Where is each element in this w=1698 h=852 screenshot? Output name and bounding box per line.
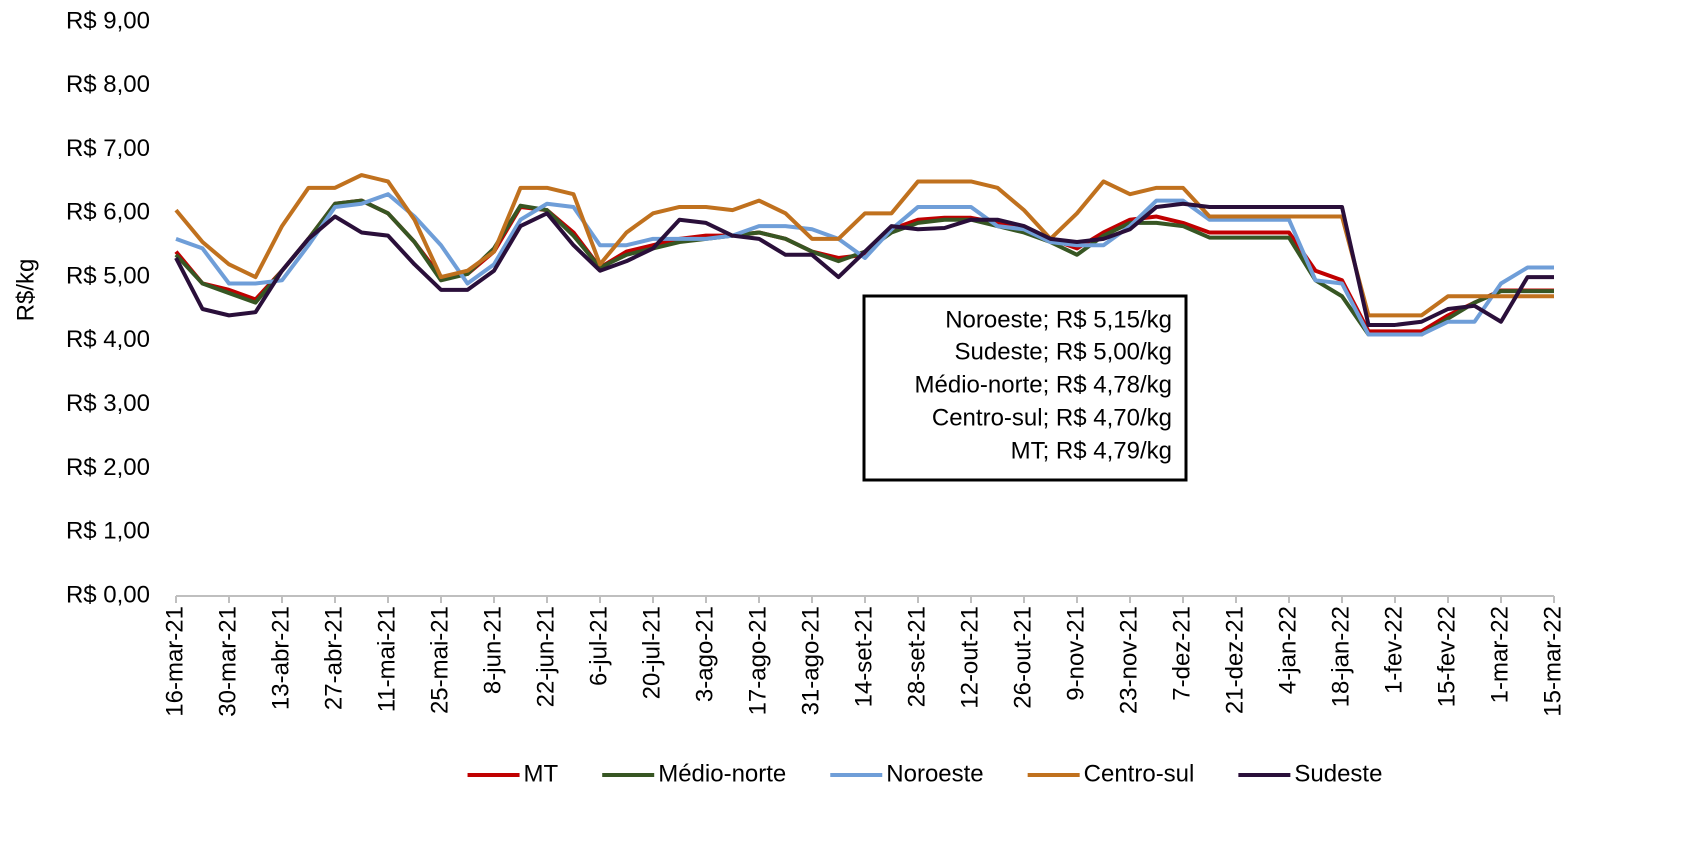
x-tick-label: 18-jan-22: [1327, 606, 1354, 707]
y-axis-title: R$/kg: [12, 259, 39, 322]
x-tick-label: 28-set-21: [903, 606, 930, 707]
series-line: [174, 173, 1554, 318]
annotation-text: Médio-norte; R$ 4,78/kg: [915, 371, 1172, 398]
legend-label: MT: [524, 760, 559, 787]
legend-label: Centro-sul: [1084, 760, 1195, 787]
x-tick-label: 14-set-21: [850, 606, 877, 707]
y-tick-label: R$ 1,00: [66, 518, 150, 545]
y-tick-label: R$ 9,00: [66, 7, 150, 34]
x-tick-label: 31-ago-21: [797, 606, 824, 715]
y-tick-label: R$ 7,00: [66, 135, 150, 162]
x-tick-label: 15-fev-22: [1433, 606, 1460, 707]
x-tick-label: 6-jul-21: [585, 606, 612, 686]
x-tick-label: 20-jul-21: [638, 606, 665, 699]
x-tick-label: 27-abr-21: [320, 606, 347, 710]
x-tick-label: 12-out-21: [956, 606, 983, 709]
legend-label: Sudeste: [1294, 760, 1382, 787]
x-tick-label: 25-mai-21: [426, 606, 453, 714]
x-tick-label: 16-mar-21: [161, 606, 188, 717]
x-tick-label: 3-ago-21: [691, 606, 718, 702]
x-tick-label: 1-mar-22: [1486, 606, 1513, 703]
x-tick-label: 26-out-21: [1009, 606, 1036, 709]
y-tick-label: R$ 8,00: [66, 71, 150, 98]
x-tick-label: 22-jun-21: [532, 606, 559, 707]
annotation-text: Centro-sul; R$ 4,70/kg: [932, 404, 1172, 431]
series-line: [174, 201, 1554, 327]
x-tick-label: 4-jan-22: [1274, 606, 1301, 694]
y-tick-label: R$ 5,00: [66, 262, 150, 289]
annotation-text: Sudeste; R$ 5,00/kg: [955, 338, 1172, 365]
x-tick-label: 15-mar-22: [1539, 606, 1566, 717]
x-tick-label: 11-mai-21: [373, 606, 400, 712]
x-tick-label: 21-dez-21: [1221, 606, 1248, 714]
legend-label: Noroeste: [886, 760, 983, 787]
annotation-text: MT; R$ 4,79/kg: [1011, 437, 1172, 464]
x-tick-label: 1-fev-22: [1380, 606, 1407, 694]
y-tick-label: R$ 2,00: [66, 454, 150, 481]
x-tick-label: 23-nov-21: [1115, 606, 1142, 714]
x-tick-label: 9-nov-21: [1062, 606, 1089, 701]
x-tick-label: 8-jun-21: [479, 606, 506, 694]
x-tick-label: 30-mar-21: [214, 606, 241, 717]
y-tick-label: R$ 0,00: [66, 581, 150, 608]
y-tick-label: R$ 4,00: [66, 326, 150, 353]
y-tick-label: R$ 6,00: [66, 199, 150, 226]
x-tick-label: 13-abr-21: [267, 606, 294, 710]
annotation-box: [862, 294, 1188, 482]
x-tick-label: 7-dez-21: [1168, 606, 1195, 701]
legend-label: Médio-norte: [658, 760, 786, 787]
annotation-text: Noroeste; R$ 5,15/kg: [945, 306, 1172, 333]
x-tick-label: 17-ago-21: [744, 606, 771, 715]
y-tick-label: R$ 3,00: [66, 390, 150, 417]
